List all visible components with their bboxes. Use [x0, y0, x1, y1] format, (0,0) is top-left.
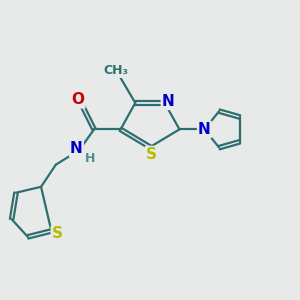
Text: O: O — [71, 92, 84, 107]
Text: CH₃: CH₃ — [103, 64, 129, 77]
Text: S: S — [52, 226, 63, 242]
Text: H: H — [85, 152, 95, 165]
Text: N: N — [198, 122, 211, 137]
Text: S: S — [146, 147, 157, 162]
Text: N: N — [162, 94, 175, 109]
Text: N: N — [70, 141, 83, 156]
